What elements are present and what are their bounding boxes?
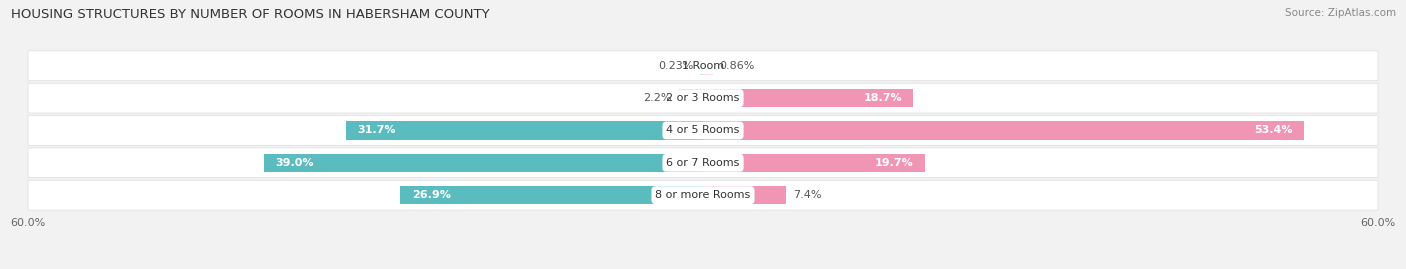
Bar bbox=[703, 121, 1303, 140]
FancyBboxPatch shape bbox=[28, 116, 1378, 145]
Bar bbox=[703, 57, 713, 75]
Bar bbox=[703, 186, 786, 204]
Text: 0.23%: 0.23% bbox=[658, 61, 693, 71]
Bar bbox=[401, 186, 703, 204]
Text: 26.9%: 26.9% bbox=[412, 190, 450, 200]
FancyBboxPatch shape bbox=[28, 148, 1378, 178]
Text: 8 or more Rooms: 8 or more Rooms bbox=[655, 190, 751, 200]
FancyBboxPatch shape bbox=[28, 83, 1378, 113]
Text: Source: ZipAtlas.com: Source: ZipAtlas.com bbox=[1285, 8, 1396, 18]
Text: HOUSING STRUCTURES BY NUMBER OF ROOMS IN HABERSHAM COUNTY: HOUSING STRUCTURES BY NUMBER OF ROOMS IN… bbox=[11, 8, 489, 21]
Bar bbox=[346, 121, 703, 140]
Text: 2.2%: 2.2% bbox=[643, 93, 672, 103]
Text: 7.4%: 7.4% bbox=[793, 190, 821, 200]
Text: 39.0%: 39.0% bbox=[276, 158, 314, 168]
Text: 53.4%: 53.4% bbox=[1254, 125, 1292, 136]
FancyBboxPatch shape bbox=[28, 180, 1378, 210]
Text: 2 or 3 Rooms: 2 or 3 Rooms bbox=[666, 93, 740, 103]
Text: 6 or 7 Rooms: 6 or 7 Rooms bbox=[666, 158, 740, 168]
Text: 4 or 5 Rooms: 4 or 5 Rooms bbox=[666, 125, 740, 136]
FancyBboxPatch shape bbox=[28, 51, 1378, 81]
Text: 0.86%: 0.86% bbox=[720, 61, 755, 71]
Text: 1 Room: 1 Room bbox=[682, 61, 724, 71]
Bar bbox=[264, 154, 703, 172]
Bar bbox=[703, 89, 914, 107]
Text: 31.7%: 31.7% bbox=[357, 125, 396, 136]
Text: 19.7%: 19.7% bbox=[875, 158, 914, 168]
Bar bbox=[678, 89, 703, 107]
Bar bbox=[700, 57, 703, 75]
Bar bbox=[703, 154, 925, 172]
Text: 18.7%: 18.7% bbox=[863, 93, 903, 103]
